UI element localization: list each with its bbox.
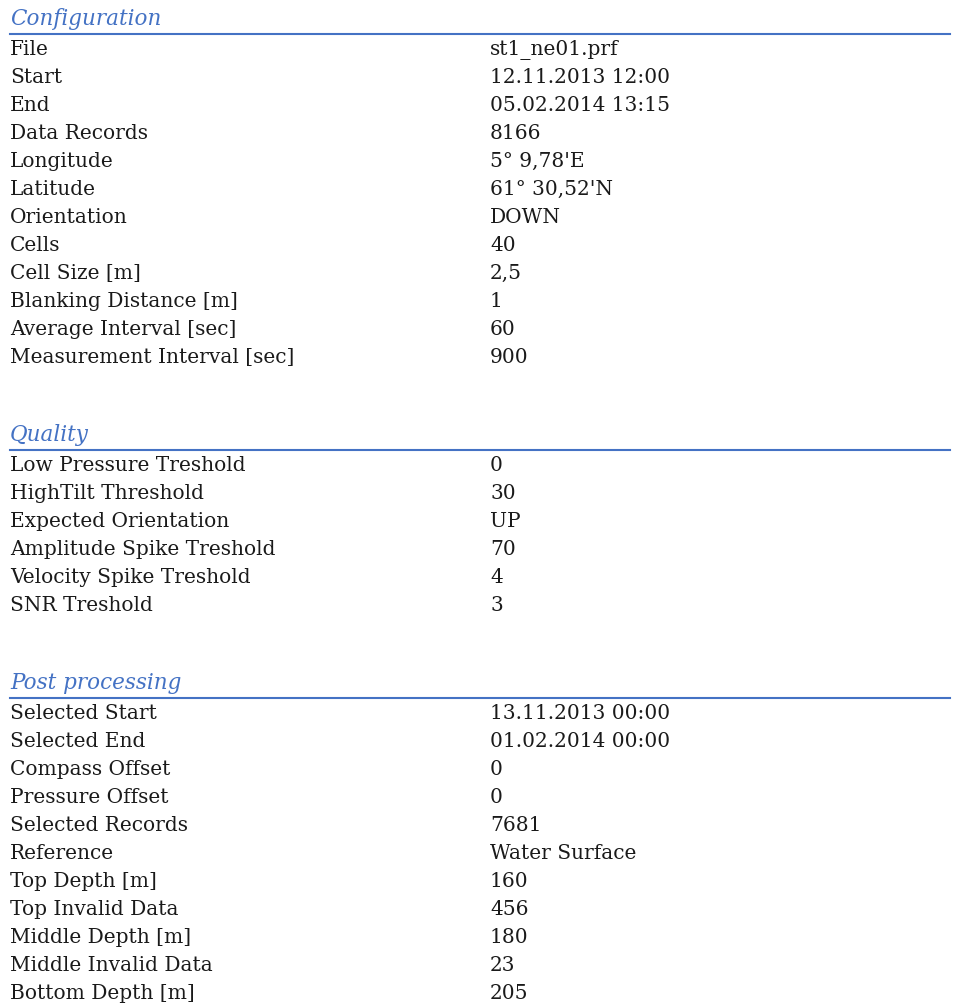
Text: Bottom Depth [m]: Bottom Depth [m] <box>10 984 195 1003</box>
Text: 1: 1 <box>490 292 503 311</box>
Text: Top Invalid Data: Top Invalid Data <box>10 900 179 919</box>
Text: Water Surface: Water Surface <box>490 844 636 863</box>
Text: 3: 3 <box>490 596 503 615</box>
Text: Average Interval [sec]: Average Interval [sec] <box>10 320 236 339</box>
Text: Latitude: Latitude <box>10 180 96 199</box>
Text: End: End <box>10 96 51 115</box>
Text: 60: 60 <box>490 320 516 339</box>
Text: Cell Size [m]: Cell Size [m] <box>10 264 141 283</box>
Text: st1_ne01.prf: st1_ne01.prf <box>490 40 618 60</box>
Text: Selected Start: Selected Start <box>10 704 156 723</box>
Text: 40: 40 <box>490 236 516 255</box>
Text: Expected Orientation: Expected Orientation <box>10 512 229 531</box>
Text: 23: 23 <box>490 956 516 975</box>
Text: 0: 0 <box>490 760 503 779</box>
Text: 5° 9,78'E: 5° 9,78'E <box>490 152 585 171</box>
Text: Velocity Spike Treshold: Velocity Spike Treshold <box>10 568 251 587</box>
Text: Cells: Cells <box>10 236 60 255</box>
Text: Post processing: Post processing <box>10 672 181 694</box>
Text: 01.02.2014 00:00: 01.02.2014 00:00 <box>490 732 670 751</box>
Text: 4: 4 <box>490 568 503 587</box>
Text: 0: 0 <box>490 788 503 807</box>
Text: 70: 70 <box>490 540 516 559</box>
Text: Blanking Distance [m]: Blanking Distance [m] <box>10 292 238 311</box>
Text: Low Pressure Treshold: Low Pressure Treshold <box>10 456 246 475</box>
Text: Configuration: Configuration <box>10 8 161 30</box>
Text: Data Records: Data Records <box>10 124 148 143</box>
Text: Longitude: Longitude <box>10 152 113 171</box>
Text: 900: 900 <box>490 348 529 367</box>
Text: Measurement Interval [sec]: Measurement Interval [sec] <box>10 348 295 367</box>
Text: 456: 456 <box>490 900 529 919</box>
Text: DOWN: DOWN <box>490 208 561 227</box>
Text: Start: Start <box>10 68 62 87</box>
Text: Middle Invalid Data: Middle Invalid Data <box>10 956 213 975</box>
Text: File: File <box>10 40 49 59</box>
Text: 13.11.2013 00:00: 13.11.2013 00:00 <box>490 704 670 723</box>
Text: 05.02.2014 13:15: 05.02.2014 13:15 <box>490 96 670 115</box>
Text: 12.11.2013 12:00: 12.11.2013 12:00 <box>490 68 670 87</box>
Text: Amplitude Spike Treshold: Amplitude Spike Treshold <box>10 540 276 559</box>
Text: 61° 30,52'N: 61° 30,52'N <box>490 180 613 199</box>
Text: SNR Treshold: SNR Treshold <box>10 596 153 615</box>
Text: Top Depth [m]: Top Depth [m] <box>10 872 156 891</box>
Text: Selected End: Selected End <box>10 732 145 751</box>
Text: Reference: Reference <box>10 844 114 863</box>
Text: 205: 205 <box>490 984 529 1003</box>
Text: 180: 180 <box>490 928 529 947</box>
Text: 8166: 8166 <box>490 124 541 143</box>
Text: Middle Depth [m]: Middle Depth [m] <box>10 928 191 947</box>
Text: Pressure Offset: Pressure Offset <box>10 788 169 807</box>
Text: Selected Records: Selected Records <box>10 816 188 835</box>
Text: Orientation: Orientation <box>10 208 128 227</box>
Text: HighTilt Threshold: HighTilt Threshold <box>10 484 204 502</box>
Text: 2,5: 2,5 <box>490 264 522 283</box>
Text: 0: 0 <box>490 456 503 475</box>
Text: 7681: 7681 <box>490 816 541 835</box>
Text: 30: 30 <box>490 484 516 502</box>
Text: Quality: Quality <box>10 424 89 446</box>
Text: Compass Offset: Compass Offset <box>10 760 170 779</box>
Text: 160: 160 <box>490 872 529 891</box>
Text: UP: UP <box>490 512 520 531</box>
